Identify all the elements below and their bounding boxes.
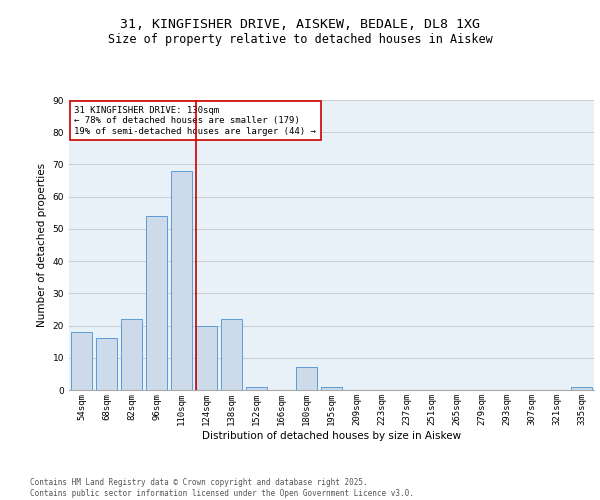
Bar — [121, 319, 142, 390]
Text: Contains HM Land Registry data © Crown copyright and database right 2025.
Contai: Contains HM Land Registry data © Crown c… — [30, 478, 414, 498]
Bar — [571, 387, 592, 390]
Bar — [71, 332, 92, 390]
X-axis label: Distribution of detached houses by size in Aiskew: Distribution of detached houses by size … — [202, 430, 461, 440]
Y-axis label: Number of detached properties: Number of detached properties — [37, 163, 47, 327]
Bar — [221, 319, 242, 390]
Bar — [321, 387, 342, 390]
Bar — [296, 368, 317, 390]
Bar — [96, 338, 117, 390]
Bar — [246, 387, 267, 390]
Text: 31, KINGFISHER DRIVE, AISKEW, BEDALE, DL8 1XG: 31, KINGFISHER DRIVE, AISKEW, BEDALE, DL… — [120, 18, 480, 30]
Bar — [146, 216, 167, 390]
Text: Size of property relative to detached houses in Aiskew: Size of property relative to detached ho… — [107, 32, 493, 46]
Bar — [171, 171, 192, 390]
Bar — [196, 326, 217, 390]
Text: 31 KINGFISHER DRIVE: 130sqm
← 78% of detached houses are smaller (179)
19% of se: 31 KINGFISHER DRIVE: 130sqm ← 78% of det… — [74, 106, 316, 136]
